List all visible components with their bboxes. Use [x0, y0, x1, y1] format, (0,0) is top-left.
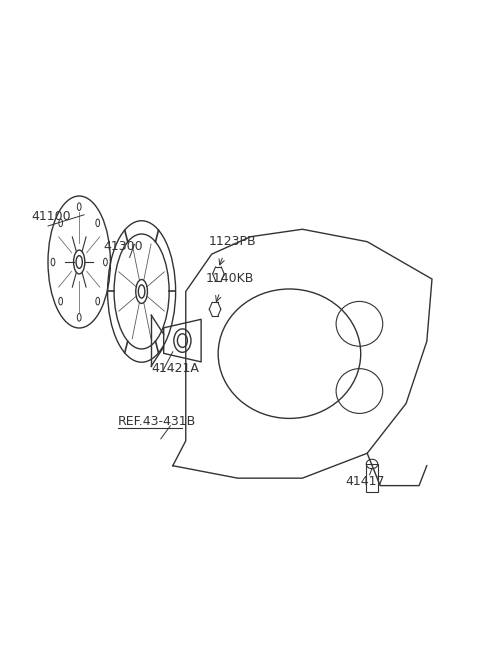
- Text: 41417: 41417: [346, 475, 385, 488]
- Text: 41300: 41300: [103, 240, 143, 253]
- Text: 41421A: 41421A: [151, 362, 199, 375]
- Text: 41100: 41100: [31, 210, 71, 223]
- Bar: [366, 464, 378, 493]
- Text: REF.43-431B: REF.43-431B: [118, 415, 196, 428]
- Text: 1140KB: 1140KB: [205, 272, 254, 285]
- Text: 1123PB: 1123PB: [209, 234, 256, 248]
